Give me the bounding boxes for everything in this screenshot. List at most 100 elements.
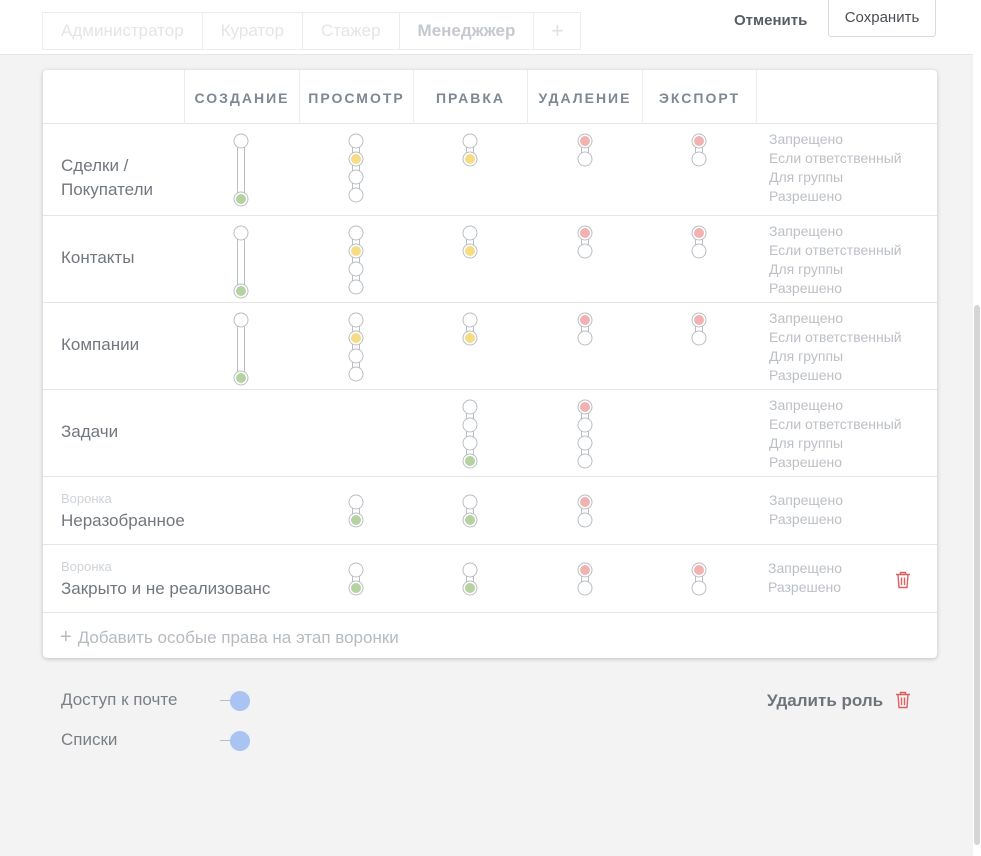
slider-selected-dot[interactable] xyxy=(694,228,704,238)
permission-slider-edit[interactable] xyxy=(460,133,480,167)
permission-legend: Запрещено Если ответственный Для группы … xyxy=(769,309,902,385)
slider-selected-dot[interactable] xyxy=(351,154,361,164)
slider-selected-dot[interactable] xyxy=(465,246,475,256)
slider-selected-dot[interactable] xyxy=(694,136,704,146)
slider-selected-dot[interactable] xyxy=(236,286,246,296)
permission-slider-export[interactable] xyxy=(689,225,709,259)
slider-selected-dot[interactable] xyxy=(580,402,590,412)
slider-selected-dot[interactable] xyxy=(351,515,361,525)
slider-selected-dot[interactable] xyxy=(694,315,704,325)
slider-selected-dot[interactable] xyxy=(580,228,590,238)
add-special-rights-label: Добавить особые права на этап воронки xyxy=(77,628,399,647)
lists-toggle[interactable] xyxy=(220,731,252,751)
legend-item: Для группы xyxy=(769,261,844,277)
mail-access-toggle[interactable] xyxy=(220,691,252,711)
row-label-deals: Сделки / Покупатели xyxy=(61,154,153,202)
slider-selected-dot[interactable] xyxy=(351,333,361,343)
row-label-unsorted: Неразобранное xyxy=(61,511,185,530)
slider-selected-dot[interactable] xyxy=(351,583,361,593)
legend-item: Разрешено xyxy=(769,511,843,527)
permission-slider-edit[interactable] xyxy=(460,494,480,528)
trash-icon[interactable] xyxy=(895,691,911,709)
tab-administrator[interactable]: Администратор xyxy=(43,13,203,49)
slider-selected-dot[interactable] xyxy=(351,246,361,256)
legend-item: Если ответственный xyxy=(769,416,902,432)
legend-item: Разрешено xyxy=(769,367,843,383)
legend-item: Запрещено xyxy=(768,560,843,576)
plus-icon: + xyxy=(60,626,72,648)
tab-intern[interactable]: Стажер xyxy=(302,13,400,49)
legend-item: Запрещено xyxy=(769,310,844,326)
column-header-delete: УДАЛЕНИЕ xyxy=(527,70,642,124)
legend-item: Разрешено xyxy=(769,188,843,204)
mail-access-label: Доступ к почте xyxy=(61,690,178,709)
row-label-line: Покупатели xyxy=(61,180,153,199)
row-sublabel: Воронка xyxy=(61,559,112,574)
save-button[interactable]: Сохранить xyxy=(828,0,936,37)
legend-item: Разрешено xyxy=(769,280,843,296)
permission-slider-view[interactable] xyxy=(346,133,366,203)
permission-slider-edit[interactable] xyxy=(460,225,480,259)
slider-selected-dot[interactable] xyxy=(580,136,590,146)
slider-selected-dot[interactable] xyxy=(236,373,246,383)
permission-slider-edit[interactable] xyxy=(460,562,480,596)
add-special-rights-button[interactable]: + Добавить особые права на этап воронки xyxy=(60,626,399,649)
slider-selected-dot[interactable] xyxy=(580,315,590,325)
permission-slider-export[interactable] xyxy=(689,312,709,346)
legend-item: Запрещено xyxy=(769,492,844,508)
permission-slider-delete[interactable] xyxy=(575,133,595,167)
permission-slider-view[interactable] xyxy=(346,562,366,596)
legend-item: Если ответственный xyxy=(769,242,902,258)
legend-item: Для группы xyxy=(769,169,844,185)
permission-slider-export[interactable] xyxy=(689,133,709,167)
permission-row-tasks: Задачи Запрещено Если ответственный Для … xyxy=(43,390,937,477)
permission-slider-delete[interactable] xyxy=(575,312,595,346)
legend-item: Разрешено xyxy=(768,579,842,595)
slider-selected-dot[interactable] xyxy=(465,515,475,525)
permission-slider-delete[interactable] xyxy=(575,494,595,528)
legend-item: Для группы xyxy=(769,348,844,364)
permission-slider-delete[interactable] xyxy=(575,562,595,596)
tab-manager[interactable]: Менеджжер xyxy=(399,13,535,49)
legend-item: Запрещено xyxy=(769,223,844,239)
permission-legend: Запрещено Разрешено xyxy=(769,491,843,529)
slider-selected-dot[interactable] xyxy=(236,194,246,204)
permission-slider-edit[interactable] xyxy=(460,312,480,346)
permission-legend: Запрещено Если ответственный Для группы … xyxy=(769,222,902,298)
scrollbar[interactable] xyxy=(973,0,981,856)
permission-slider-export[interactable] xyxy=(689,562,709,596)
permission-row-deals: Сделки / Покупатели Запрещено Если ответ… xyxy=(43,124,937,216)
permission-slider-delete[interactable] xyxy=(575,399,595,469)
row-label-contacts: Контакты xyxy=(61,248,135,267)
delete-role-button[interactable]: Удалить роль xyxy=(767,691,884,710)
add-role-tab-button[interactable]: + xyxy=(534,13,581,49)
lists-label: Списки xyxy=(61,730,118,749)
permission-legend: Запрещено Если ответственный Для группы … xyxy=(769,130,902,206)
permission-slider-edit[interactable] xyxy=(460,399,480,469)
permission-slider-view[interactable] xyxy=(346,312,366,382)
slider-selected-dot[interactable] xyxy=(465,154,475,164)
row-label-companies: Компании xyxy=(61,335,140,354)
slider-selected-dot[interactable] xyxy=(580,565,590,575)
legend-item: Разрешено xyxy=(769,454,843,470)
slider-selected-dot[interactable] xyxy=(580,497,590,507)
legend-item: Для группы xyxy=(769,435,844,451)
row-label-closed-lost: Закрыто и не реализованс xyxy=(61,579,271,598)
permission-slider-view[interactable] xyxy=(346,494,366,528)
permission-slider-create[interactable] xyxy=(231,225,251,299)
scrollbar-thumb[interactable] xyxy=(974,305,980,845)
slider-selected-dot[interactable] xyxy=(465,456,475,466)
row-label-line: Сделки / xyxy=(61,156,129,175)
permission-slider-view[interactable] xyxy=(346,225,366,295)
row-sublabel: Воронка xyxy=(61,491,112,506)
slider-selected-dot[interactable] xyxy=(694,565,704,575)
permission-slider-delete[interactable] xyxy=(575,225,595,259)
cancel-button[interactable]: Отменить xyxy=(722,6,819,36)
trash-icon[interactable] xyxy=(895,571,911,589)
slider-selected-dot[interactable] xyxy=(465,583,475,593)
permission-slider-create[interactable] xyxy=(231,133,251,207)
slider-selected-dot[interactable] xyxy=(465,333,475,343)
permission-slider-create[interactable] xyxy=(231,312,251,386)
tab-curator[interactable]: Куратор xyxy=(202,13,303,49)
legend-item: Запрещено xyxy=(769,397,844,413)
